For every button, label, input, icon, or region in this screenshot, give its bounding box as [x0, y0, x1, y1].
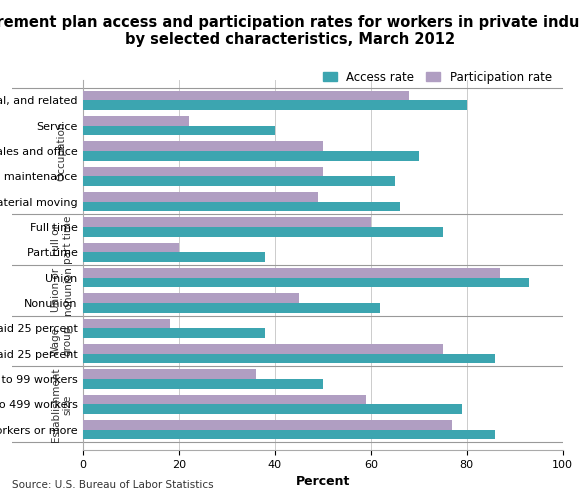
Text: Retirement plan access and participation rates for workers in private industry,
: Retirement plan access and participation… — [0, 15, 580, 48]
Bar — [84, 370, 256, 379]
Bar — [84, 218, 371, 227]
Bar — [84, 303, 380, 312]
Bar — [84, 344, 443, 354]
Text: Source: U.S. Bureau of Labor Statistics: Source: U.S. Bureau of Labor Statistics — [12, 480, 213, 490]
Text: Full or
part time: Full or part time — [51, 216, 72, 264]
Text: Union or
nonunion: Union or nonunion — [51, 266, 72, 315]
Bar — [84, 430, 495, 440]
Bar — [84, 328, 266, 338]
Bar — [84, 379, 323, 388]
Bar — [84, 252, 266, 262]
Bar — [84, 100, 467, 110]
Bar — [84, 166, 323, 176]
Bar — [84, 318, 169, 328]
Bar — [84, 395, 366, 404]
Bar — [84, 202, 400, 211]
Bar — [84, 126, 275, 135]
Text: Wage
group: Wage group — [51, 326, 72, 356]
Bar — [84, 242, 179, 252]
Bar — [84, 192, 318, 202]
Bar — [84, 404, 462, 414]
Text: Establishment
size: Establishment size — [51, 367, 72, 442]
Bar — [84, 176, 395, 186]
Text: Occupation: Occupation — [57, 121, 67, 180]
Bar — [84, 268, 501, 278]
Bar — [84, 354, 495, 364]
Bar — [84, 278, 529, 287]
Legend: Access rate, Participation rate: Access rate, Participation rate — [318, 66, 557, 88]
X-axis label: Percent: Percent — [296, 476, 350, 488]
Bar — [84, 294, 299, 303]
Bar — [84, 227, 443, 236]
Bar — [84, 142, 323, 151]
Bar — [84, 151, 419, 160]
Bar — [84, 420, 452, 430]
Bar — [84, 116, 188, 126]
Bar — [84, 90, 409, 101]
